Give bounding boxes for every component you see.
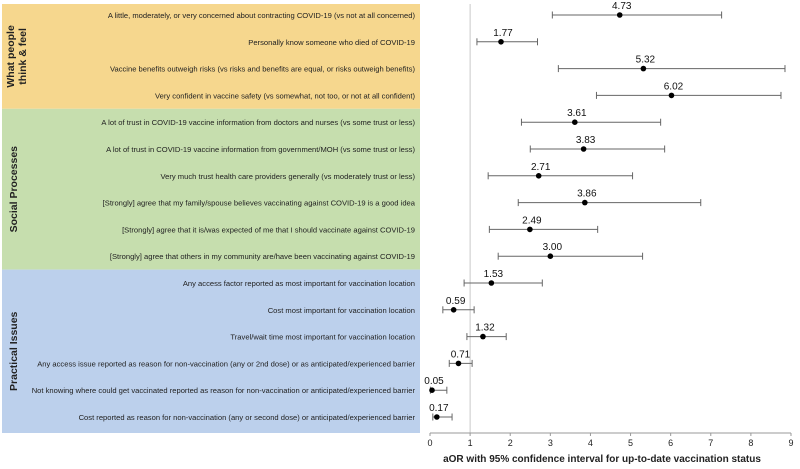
row-label: [Strongly] agree that others in my commu… bbox=[110, 252, 415, 261]
x-tick-label: 5 bbox=[628, 438, 633, 448]
point-estimate bbox=[547, 253, 554, 259]
group-panel bbox=[2, 108, 420, 270]
value-label: 3.00 bbox=[543, 242, 563, 253]
point-estimate bbox=[498, 39, 504, 45]
value-label: 0.05 bbox=[424, 376, 444, 387]
point-estimate bbox=[535, 173, 542, 179]
x-tick-label: 2 bbox=[508, 438, 513, 448]
x-tick-label: 0 bbox=[427, 438, 432, 448]
point-estimate bbox=[527, 226, 533, 233]
row-label: Not knowing where could get vaccinated r… bbox=[32, 386, 416, 395]
x-tick-label: 7 bbox=[708, 438, 713, 448]
x-tick-label: 1 bbox=[468, 438, 473, 448]
row-label: A lot of trust in COVID-19 vaccine infor… bbox=[101, 118, 415, 127]
row-label: Any access issue reported as reason for … bbox=[37, 359, 415, 368]
value-label: 0.17 bbox=[429, 403, 449, 414]
value-label: 1.32 bbox=[475, 323, 495, 334]
group-panel bbox=[2, 269, 420, 433]
x-tick-label: 4 bbox=[588, 438, 593, 448]
group-label: What peoplethink & feel bbox=[5, 25, 29, 88]
point-estimate bbox=[572, 119, 578, 125]
value-label: 4.73 bbox=[612, 1, 632, 12]
point-estimate bbox=[480, 333, 486, 340]
row-label: Very much trust health care providers ge… bbox=[161, 172, 416, 181]
x-axis-label: aOR with 95% confidence interval for up-… bbox=[443, 454, 761, 465]
point-estimate bbox=[455, 360, 462, 367]
row-label: Cost reported as reason for non-vaccinat… bbox=[79, 413, 416, 422]
value-label: 3.61 bbox=[567, 108, 587, 119]
point-estimate bbox=[488, 280, 495, 286]
row-label: Travel/wait time most important for vacc… bbox=[230, 333, 415, 342]
group-panel bbox=[2, 4, 420, 109]
group-panels: What peoplethink & feel A little, moderat… bbox=[2, 4, 420, 433]
value-label: 1.77 bbox=[493, 28, 513, 39]
row-label: [Strongly] agree that it is/was expected… bbox=[122, 225, 415, 234]
value-label: 3.86 bbox=[577, 189, 597, 200]
row-label: A lot of trust in COVID-19 vaccine infor… bbox=[106, 145, 415, 154]
point-estimate bbox=[616, 12, 623, 18]
value-label: 0.59 bbox=[446, 296, 466, 307]
group-label: Practical Issues bbox=[8, 311, 20, 391]
value-label: 2.49 bbox=[522, 215, 542, 226]
x-tick-label: 3 bbox=[548, 438, 553, 448]
row-label: Any access factor reported as most impor… bbox=[183, 279, 415, 288]
x-tick-label: 6 bbox=[668, 438, 673, 448]
x-tick-label: 8 bbox=[748, 438, 753, 448]
point-estimate bbox=[434, 414, 440, 420]
row-label: Very confident in vaccine safety (vs som… bbox=[155, 91, 415, 100]
row-label: Personally know someone who died of COVI… bbox=[248, 38, 415, 47]
value-label: 0.71 bbox=[451, 349, 471, 360]
row-label: A little, moderately, or very concerned … bbox=[108, 11, 416, 20]
x-tick-label: 9 bbox=[788, 438, 793, 448]
value-label: 1.53 bbox=[484, 269, 504, 280]
plot-area: 4.73 1.77 5.32 6.02 3.61 3.83 2.71 3.86 2.49 3.00… bbox=[424, 1, 786, 433]
group-label: Social Processes bbox=[8, 146, 20, 233]
row-label: Cost most important for vaccination loca… bbox=[268, 306, 415, 315]
x-axis: 0 1 2 3 4 5 6 7 8 9 bbox=[427, 432, 794, 448]
point-estimate bbox=[429, 387, 435, 394]
value-label: 6.02 bbox=[664, 81, 684, 92]
point-estimate bbox=[640, 65, 647, 72]
row-label: Vaccine benefits outweigh risks (vs risk… bbox=[110, 65, 415, 74]
value-label: 2.71 bbox=[531, 162, 551, 173]
row-label: [Strongly] agree that my family/spouse b… bbox=[103, 199, 416, 208]
point-estimate bbox=[582, 199, 588, 206]
value-label: 5.32 bbox=[636, 55, 656, 66]
value-label: 3.83 bbox=[576, 135, 596, 146]
point-estimate bbox=[580, 146, 587, 152]
point-estimate bbox=[668, 92, 675, 99]
point-estimate bbox=[450, 307, 457, 313]
